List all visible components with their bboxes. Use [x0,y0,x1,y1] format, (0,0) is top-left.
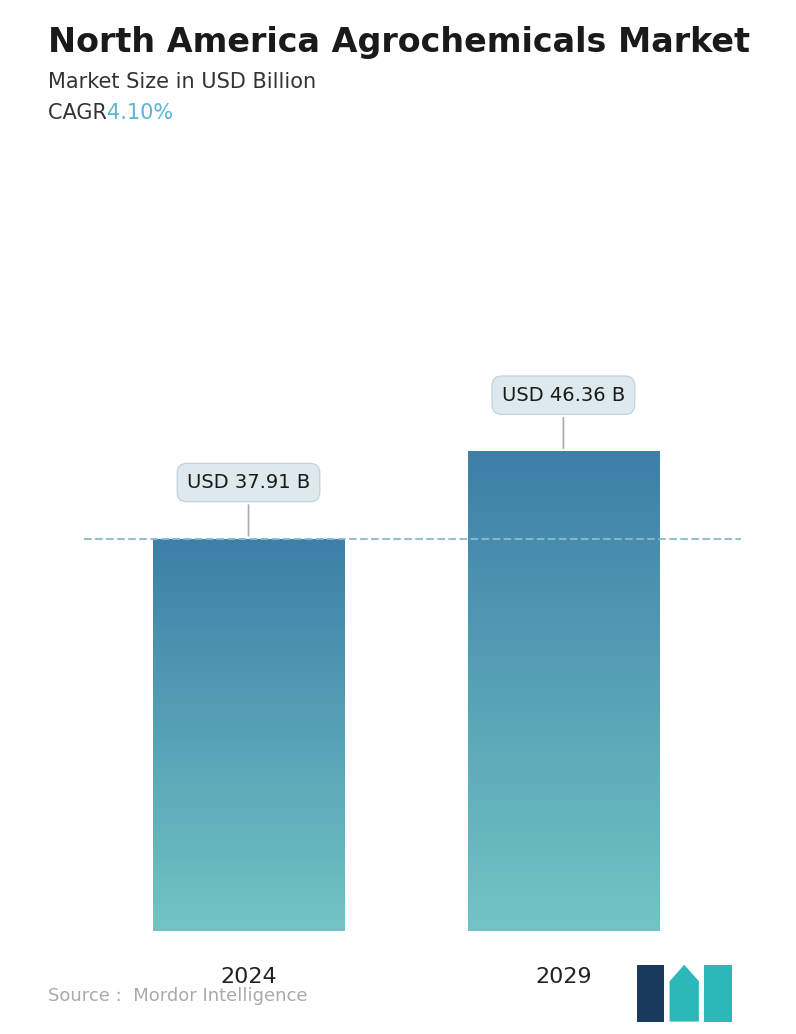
Text: North America Agrochemicals Market: North America Agrochemicals Market [48,26,750,59]
Polygon shape [637,965,665,1022]
Text: Market Size in USD Billion: Market Size in USD Billion [48,72,316,92]
Text: Source :  Mordor Intelligence: Source : Mordor Intelligence [48,987,307,1005]
Text: 2024: 2024 [220,967,277,986]
Text: 2029: 2029 [535,967,591,986]
Polygon shape [704,965,732,1022]
Text: 4.10%: 4.10% [107,103,174,123]
Text: USD 46.36 B: USD 46.36 B [501,386,625,449]
Text: CAGR: CAGR [48,103,113,123]
Text: USD 37.91 B: USD 37.91 B [187,474,310,536]
Polygon shape [669,965,699,1022]
